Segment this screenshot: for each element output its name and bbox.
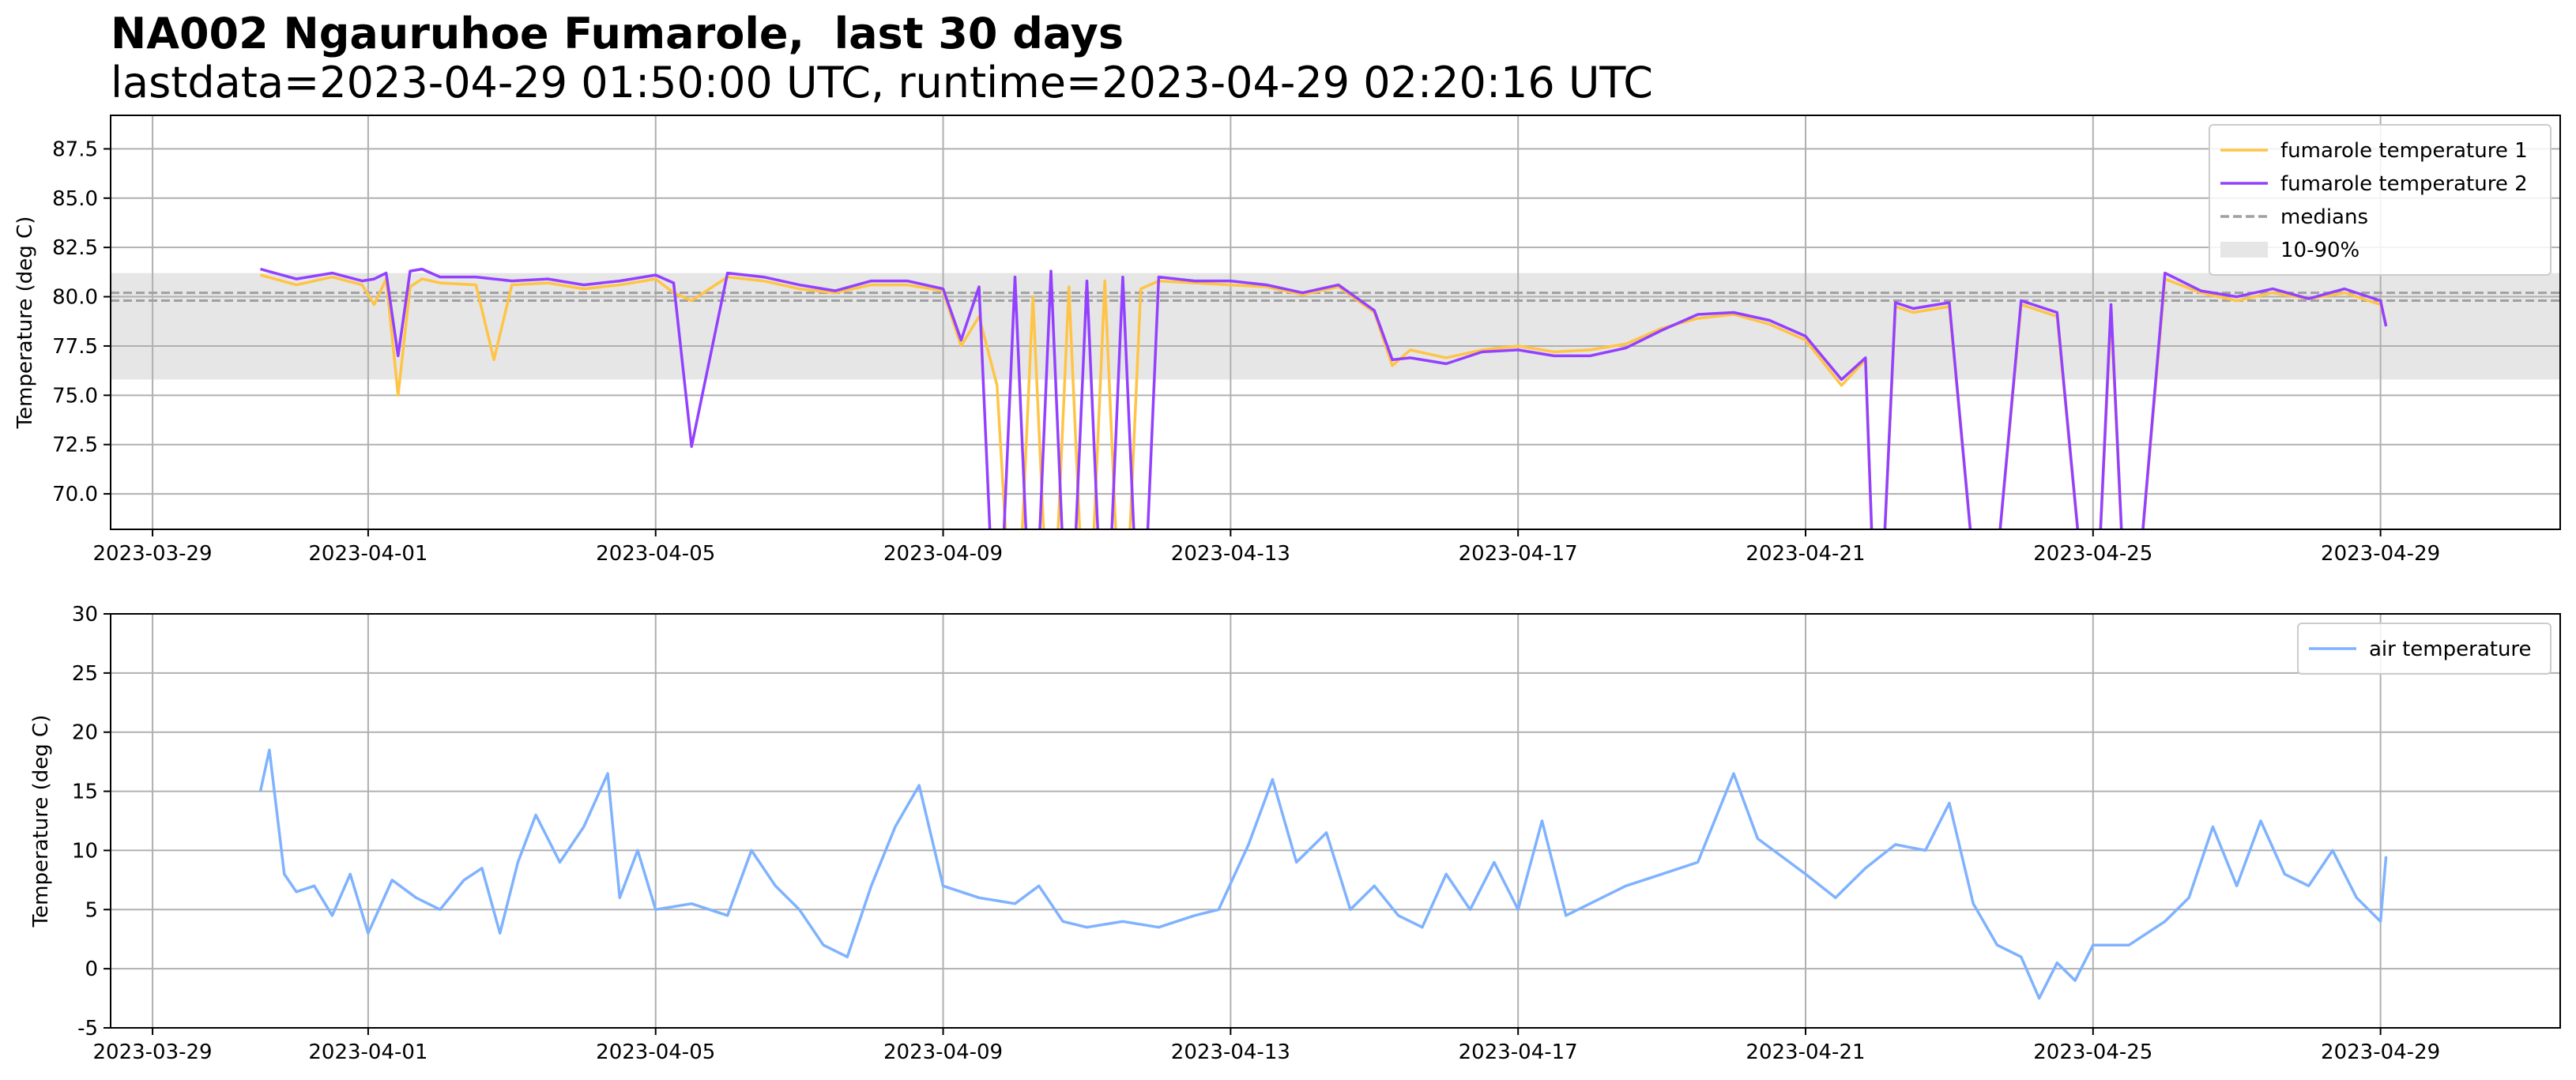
x-tick-label: 2023-04-21 [1746,542,1865,566]
x-tick-label: 2023-04-01 [308,1040,427,1064]
y-tick-label: 77.5 [52,335,98,359]
x-tick-label: 2023-03-29 [93,542,213,566]
y-tick-label: 72.5 [52,434,98,457]
x-tick-label: 2023-04-29 [2321,542,2440,566]
y-axis-label: Temperature (deg C) [29,715,53,928]
x-tick-label: 2023-03-29 [93,1040,213,1064]
band-10-90 [111,273,2560,380]
series-line-air-temperature [258,748,2388,1000]
legend-box [2209,124,2552,276]
x-tick-label: 2023-04-09 [883,542,1003,566]
y-tick-label: 70.0 [52,483,98,506]
legend-label: fumarole temperature 2 [2280,172,2528,196]
y-tick-label: 80.0 [52,286,98,310]
legend-label: fumarole temperature 1 [2280,139,2528,163]
legend-label: 10-90% [2280,239,2359,262]
panel-1: 2023-03-29 2023-04-01 2023-04-05 2023-04-09… [13,115,2561,566]
axes-frame [110,613,2561,1029]
x-tick-label: 2023-04-01 [308,542,427,566]
x-tick-label: 2023-04-17 [1459,542,1578,566]
legend-label: air temperature [2369,638,2532,661]
y-tick-label: 10 [72,839,98,863]
y-tick-label: 82.5 [52,236,98,260]
legend: fumarole temperature 1 fumarole temperatu… [2209,124,2552,276]
y-tick-label: 75.0 [52,384,98,408]
y-tick-label: -5 [77,1017,98,1040]
chart-title: NA002 Ngauruhoe Fumarole, last 30 days [111,9,1124,58]
axes-frame [110,115,2561,530]
y-tick-label: 85.0 [52,187,98,211]
y-tick-label: 0 [85,958,98,981]
x-tick-label: 2023-04-05 [596,542,715,566]
y-tick-label: 5 [85,898,98,922]
x-tick-label: 2023-04-29 [2321,1040,2440,1064]
legend: air temperature [2297,623,2552,675]
legend-label: medians [2280,205,2368,229]
x-tick-label: 2023-04-13 [1171,1040,1290,1064]
y-tick-label: 87.5 [52,137,98,161]
x-tick-label: 2023-04-17 [1459,1040,1578,1064]
series-line-fumarole-temperature-2 [260,267,2388,529]
legend-box [2297,623,2552,675]
y-tick-label: 30 [72,603,98,627]
panel-2: 2023-03-29 2023-04-01 2023-04-05 2023-04-09… [29,603,2561,1064]
y-axis-label: Temperature (deg C) [13,216,37,430]
x-tick-label: 2023-04-21 [1746,1040,1865,1064]
chart-subtitle: lastdata=2023-04-29 01:50:00 UTC, runtim… [111,58,1653,107]
plot-area [111,115,2560,529]
y-tick-label: 20 [72,721,98,745]
x-tick-label: 2023-04-25 [2033,542,2152,566]
y-tick-label: 15 [72,781,98,804]
legend-swatch-band [2220,242,2268,258]
series-line-fumarole-temperature-1 [260,273,2388,529]
x-tick-label: 2023-04-25 [2033,1040,2152,1064]
x-tick-label: 2023-04-13 [1171,542,1290,566]
x-tick-label: 2023-04-09 [883,1040,1003,1064]
y-tick-label: 25 [72,662,98,686]
plot-area [111,614,2560,1028]
x-tick-label: 2023-04-05 [596,1040,715,1064]
title-block: NA002 Ngauruhoe Fumarole, last 30 days l… [111,9,1653,107]
